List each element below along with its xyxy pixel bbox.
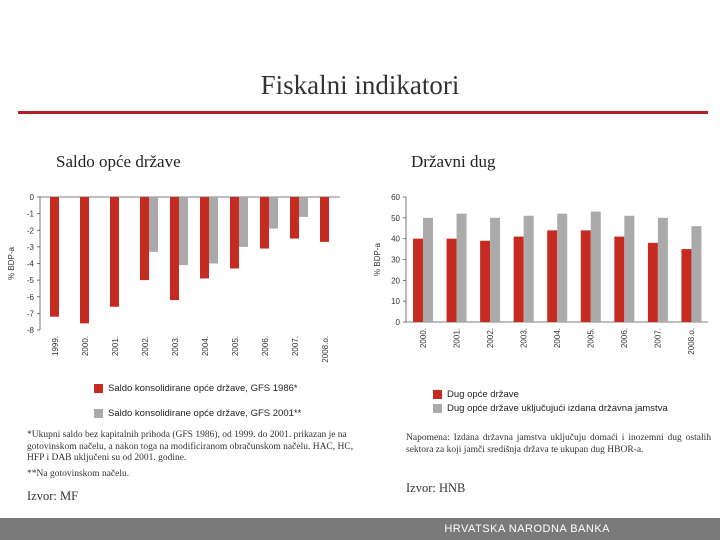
legend-label: Saldo konsolidirane opće države, GFS 200… bbox=[108, 407, 302, 419]
bar bbox=[299, 197, 308, 217]
x-tick-label: 2007. bbox=[291, 336, 300, 356]
y-tick-label: -1 bbox=[27, 210, 35, 219]
bar bbox=[580, 230, 591, 322]
y-tick-label: -5 bbox=[27, 276, 35, 285]
y-tick-label: 60 bbox=[391, 193, 400, 202]
bar bbox=[239, 197, 248, 247]
left-footnote: *Ukupni saldo bez kapitalnih prihoda (GF… bbox=[27, 430, 354, 463]
bar bbox=[200, 197, 209, 279]
bar bbox=[179, 197, 188, 266]
y-tick-label: -2 bbox=[27, 226, 35, 235]
bar bbox=[456, 213, 467, 322]
right-chart-subtitle: Državni dug bbox=[411, 152, 496, 171]
bar bbox=[209, 197, 218, 264]
y-axis-label: % BDP-a bbox=[7, 247, 16, 280]
x-tick-label: 2006. bbox=[620, 328, 629, 348]
right-footnote: Napomena: Izdana državna jamstva uključu… bbox=[406, 433, 711, 455]
bar bbox=[547, 230, 558, 322]
legend-swatch-red bbox=[94, 383, 103, 393]
x-tick-label: 2007. bbox=[654, 328, 663, 348]
x-tick-label: 2005. bbox=[231, 336, 240, 356]
y-axis-label: % BDP-a bbox=[373, 243, 382, 276]
x-tick-label: 2008.o. bbox=[321, 336, 330, 363]
y-tick-label: -4 bbox=[27, 260, 35, 269]
bar bbox=[149, 197, 158, 252]
right-source: Izvor: HNB bbox=[406, 481, 466, 495]
footer-bar: HRVATSKA NARODNA BANKA bbox=[0, 518, 720, 540]
y-tick-label: 40 bbox=[391, 235, 400, 244]
bar bbox=[624, 215, 635, 322]
bar bbox=[590, 211, 601, 322]
x-tick-label: 2003. bbox=[171, 336, 180, 356]
left-source: Izvor: MF bbox=[27, 489, 79, 503]
bar bbox=[614, 236, 625, 322]
legend-item-debt-guarantees: Dug opće države uključujući izdana držav… bbox=[433, 401, 668, 415]
bar bbox=[681, 249, 692, 322]
x-tick-label: 2002. bbox=[141, 336, 150, 356]
y-tick-label: -7 bbox=[27, 309, 35, 318]
legend-swatch-grey bbox=[433, 403, 442, 413]
bar bbox=[691, 226, 702, 322]
x-tick-label: 2000. bbox=[419, 328, 428, 348]
public-debt-chart: 0 10 20 30 40 50 60 % BDP-a 2000. 2001. 2002. 2003.… bbox=[373, 193, 708, 355]
x-tick-label: 2005. bbox=[587, 328, 596, 348]
x-tick-label: 2000. bbox=[81, 336, 90, 356]
y-tick-label: 10 bbox=[391, 297, 400, 306]
x-tick-label: 2008.o. bbox=[687, 328, 696, 355]
bar bbox=[110, 197, 119, 307]
x-tick-label: 2001. bbox=[111, 336, 120, 356]
y-tick-label: -3 bbox=[27, 243, 35, 252]
bar bbox=[170, 197, 179, 301]
bar bbox=[523, 215, 534, 322]
bar bbox=[260, 197, 269, 249]
bar bbox=[647, 242, 658, 322]
y-tick-label: 50 bbox=[391, 214, 400, 223]
bar bbox=[423, 217, 433, 322]
y-tick-label: -6 bbox=[27, 293, 35, 302]
legend-label: Dug opće države bbox=[447, 388, 519, 400]
y-tick-label: -8 bbox=[27, 326, 35, 335]
left-footnote-2: **Na gotovinskom načelu. bbox=[27, 469, 130, 479]
bar bbox=[557, 213, 568, 322]
bar bbox=[320, 197, 329, 242]
y-tick-label: 20 bbox=[391, 276, 400, 285]
x-tick-label: 2004. bbox=[553, 328, 562, 348]
fiscal-balance-chart: 0 -1 -2 -3 -4 -5 -6 -7 -8 % BDP-a 1999. 2000. 2001. 2… bbox=[7, 193, 340, 363]
x-tick-label: 2002. bbox=[486, 328, 495, 348]
bar bbox=[140, 197, 149, 281]
bar bbox=[80, 197, 89, 324]
legend-swatch-red bbox=[433, 389, 442, 399]
x-tick-label: 2001. bbox=[452, 328, 461, 348]
bar bbox=[413, 238, 423, 322]
bar bbox=[50, 197, 59, 317]
bar bbox=[290, 197, 299, 239]
x-tick-label: 2003. bbox=[519, 328, 528, 348]
x-tick-label: 2006. bbox=[261, 336, 270, 356]
bar bbox=[513, 236, 524, 322]
bar bbox=[490, 217, 501, 322]
page-title: Fiskalni indikatori bbox=[260, 70, 460, 100]
y-tick-label: 0 bbox=[30, 193, 35, 202]
legend-item-gfs1986: Saldo konsolidirane opće države, GFS 198… bbox=[94, 381, 301, 395]
y-tick-label: 0 bbox=[396, 318, 401, 327]
left-chart-subtitle: Saldo opće države bbox=[56, 152, 181, 171]
left-chart-legend: Saldo konsolidirane opće države, GFS 198… bbox=[94, 381, 301, 420]
title-divider bbox=[18, 111, 708, 114]
x-tick-label: 2004. bbox=[201, 336, 210, 356]
legend-label: Saldo konsolidirane opće države, GFS 198… bbox=[108, 382, 298, 394]
bar bbox=[230, 197, 239, 269]
bar bbox=[269, 197, 278, 229]
footer-brand: HRVATSKA NARODNA BANKA bbox=[444, 523, 610, 535]
right-chart-legend: Dug opće države Dug opće države uključuj… bbox=[433, 387, 668, 415]
legend-item-debt: Dug opće države bbox=[433, 387, 668, 401]
legend-swatch-grey bbox=[94, 408, 103, 418]
x-tick-label: 1999. bbox=[51, 336, 60, 356]
legend-label: Dug opće države uključujući izdana držav… bbox=[447, 402, 668, 414]
y-tick-label: 30 bbox=[391, 256, 400, 265]
bar bbox=[657, 217, 668, 322]
legend-item-gfs2001: Saldo konsolidirane opće države, GFS 200… bbox=[94, 406, 301, 420]
bar bbox=[446, 238, 457, 322]
bar bbox=[480, 240, 491, 322]
